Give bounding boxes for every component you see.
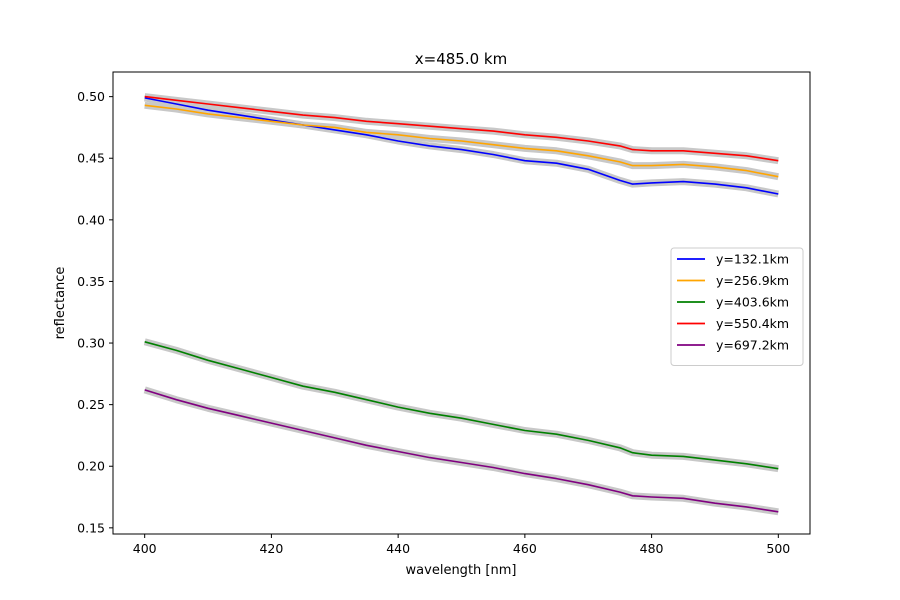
x-tick-label: 420 <box>259 541 283 556</box>
legend-entry: y=132.1km <box>716 252 789 267</box>
y-tick-label: 0.25 <box>77 397 105 412</box>
series-line-y-403-6km <box>144 341 779 470</box>
y-axis-ticks: 0.15 0.20 0.25 0.30 0.35 0.40 0.45 0.50 <box>77 89 113 535</box>
y-axis-label: reflectance <box>53 267 68 340</box>
x-tick-label: 460 <box>513 541 537 556</box>
x-tick-label: 500 <box>766 541 790 556</box>
y-tick-label: 0.30 <box>77 336 105 351</box>
x-tick-label: 400 <box>133 541 157 556</box>
series-line-y-550-4km <box>144 95 779 162</box>
legend-entry: y=550.4km <box>716 316 789 331</box>
band-y-697-2km <box>143 386 779 516</box>
legend-entry: y=697.2km <box>716 338 789 353</box>
x-axis-label: wavelength [nm] <box>406 563 517 578</box>
band-y-132-1km <box>144 94 779 198</box>
legend-entry: y=403.6km <box>716 295 789 310</box>
series-lines <box>144 95 779 513</box>
legend: y=132.1km y=256.9km y=403.6km y=550.4km y=69… <box>670 247 804 366</box>
x-axis-ticks: 400 420 440 460 480 500 <box>133 534 790 556</box>
legend-entry: y=256.9km <box>716 273 789 288</box>
legend-box <box>670 247 804 366</box>
series-line-y-256-9km <box>144 104 779 178</box>
y-tick-label: 0.40 <box>77 212 105 227</box>
y-tick-label: 0.15 <box>77 520 105 535</box>
series-line-y-132-1km <box>144 97 779 195</box>
y-tick-label: 0.50 <box>77 89 105 104</box>
y-tick-label: 0.35 <box>77 274 105 289</box>
x-tick-label: 480 <box>640 541 664 556</box>
y-tick-label: 0.45 <box>77 151 105 166</box>
chart-title: x=485.0 km <box>415 50 507 68</box>
x-tick-label: 440 <box>386 541 410 556</box>
series-line-y-697-2km <box>144 389 779 513</box>
plot-frame <box>112 71 811 535</box>
y-tick-label: 0.20 <box>77 459 105 474</box>
